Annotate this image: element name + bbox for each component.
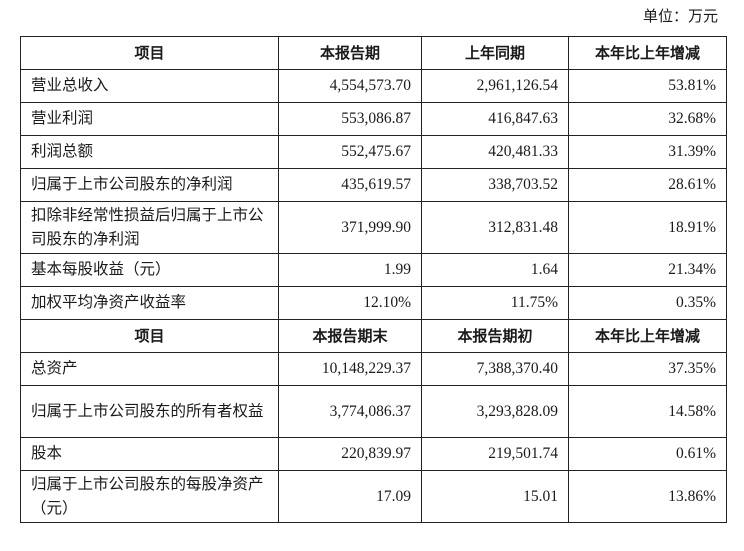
cell-current: 4,554,573.70 bbox=[278, 69, 422, 103]
column-header: 本年比上年增减 bbox=[568, 36, 727, 70]
table-row: 利润总额 552,475.67 420,481.33 31.39% bbox=[20, 135, 727, 169]
cell-previous: 1.64 bbox=[421, 253, 569, 287]
cell-current: 3,774,086.37 bbox=[278, 385, 422, 438]
cell-item: 加权平均净资产收益率 bbox=[20, 286, 279, 320]
cell-change: 13.86% bbox=[568, 470, 727, 523]
cell-previous: 338,703.52 bbox=[421, 168, 569, 202]
cell-change: 31.39% bbox=[568, 135, 727, 169]
column-header: 本年比上年增减 bbox=[568, 319, 727, 353]
cell-current: 435,619.57 bbox=[278, 168, 422, 202]
table-row: 归属于上市公司股东的每股净资产（元） 17.09 15.01 13.86% bbox=[20, 470, 727, 523]
cell-current: 220,839.97 bbox=[278, 437, 422, 471]
table-row: 加权平均净资产收益率 12.10% 11.75% 0.35% bbox=[20, 286, 727, 320]
table-row: 营业总收入 4,554,573.70 2,961,126.54 53.81% bbox=[20, 69, 727, 103]
cell-item: 营业总收入 bbox=[20, 69, 279, 103]
cell-item: 总资产 bbox=[20, 352, 279, 386]
table-row: 营业利润 553,086.87 416,847.63 32.68% bbox=[20, 102, 727, 136]
cell-previous: 15.01 bbox=[421, 470, 569, 523]
table-row: 归属于上市公司股东的所有者权益 3,774,086.37 3,293,828.09 1… bbox=[20, 385, 727, 438]
cell-change: 0.61% bbox=[568, 437, 727, 471]
cell-change: 53.81% bbox=[568, 69, 727, 103]
cell-current: 12.10% bbox=[278, 286, 422, 320]
column-header: 本报告期末 bbox=[278, 319, 422, 353]
cell-previous: 11.75% bbox=[421, 286, 569, 320]
cell-current: 10,148,229.37 bbox=[278, 352, 422, 386]
header-row: 项目 本报告期 上年同期 本年比上年增减 bbox=[20, 36, 727, 70]
unit-label: 单位：万元 bbox=[642, 9, 718, 25]
cell-previous: 312,831.48 bbox=[421, 201, 569, 254]
cell-change: 21.34% bbox=[568, 253, 727, 287]
cell-previous: 7,388,370.40 bbox=[421, 352, 569, 386]
cell-change: 14.58% bbox=[568, 385, 727, 438]
table-row: 股本 220,839.97 219,501.74 0.61% bbox=[20, 437, 727, 471]
cell-change: 18.91% bbox=[568, 201, 727, 254]
column-header: 项目 bbox=[20, 36, 279, 70]
cell-change: 32.68% bbox=[568, 102, 727, 136]
table-row: 总资产 10,148,229.37 7,388,370.40 37.35% bbox=[20, 352, 727, 386]
cell-item: 利润总额 bbox=[20, 135, 279, 169]
cell-item: 归属于上市公司股东的净利润 bbox=[20, 168, 279, 202]
cell-previous: 3,293,828.09 bbox=[421, 385, 569, 438]
cell-current: 1.99 bbox=[278, 253, 422, 287]
table-row: 归属于上市公司股东的净利润 435,619.57 338,703.52 28.61% bbox=[20, 168, 727, 202]
header-row: 项目 本报告期末 本报告期初 本年比上年增减 bbox=[20, 319, 727, 353]
cell-previous: 420,481.33 bbox=[421, 135, 569, 169]
column-header: 本报告期 bbox=[278, 36, 422, 70]
cell-item: 营业利润 bbox=[20, 102, 279, 136]
cell-item: 股本 bbox=[20, 437, 279, 471]
cell-item: 归属于上市公司股东的每股净资产（元） bbox=[20, 470, 279, 523]
cell-change: 28.61% bbox=[568, 168, 727, 202]
financial-summary-table: 项目 本报告期 上年同期 本年比上年增减 营业总收入 4,554,573.70 2,961,… bbox=[20, 36, 727, 523]
cell-previous: 2,961,126.54 bbox=[421, 69, 569, 103]
cell-previous: 219,501.74 bbox=[421, 437, 569, 471]
cell-change: 37.35% bbox=[568, 352, 727, 386]
column-header: 上年同期 bbox=[421, 36, 569, 70]
cell-current: 552,475.67 bbox=[278, 135, 422, 169]
cell-current: 371,999.90 bbox=[278, 201, 422, 254]
cell-current: 553,086.87 bbox=[278, 102, 422, 136]
cell-current: 17.09 bbox=[278, 470, 422, 523]
cell-change: 0.35% bbox=[568, 286, 727, 320]
cell-item: 归属于上市公司股东的所有者权益 bbox=[20, 385, 279, 438]
cell-item: 扣除非经常性损益后归属于上市公司股东的净利润 bbox=[20, 201, 279, 254]
cell-item: 基本每股收益（元） bbox=[20, 253, 279, 287]
cell-previous: 416,847.63 bbox=[421, 102, 569, 136]
column-header: 本报告期初 bbox=[421, 319, 569, 353]
table-row: 扣除非经常性损益后归属于上市公司股东的净利润 371,999.90 312,831.… bbox=[20, 201, 727, 254]
column-header: 项目 bbox=[20, 319, 279, 353]
table-row: 基本每股收益（元） 1.99 1.64 21.34% bbox=[20, 253, 727, 287]
